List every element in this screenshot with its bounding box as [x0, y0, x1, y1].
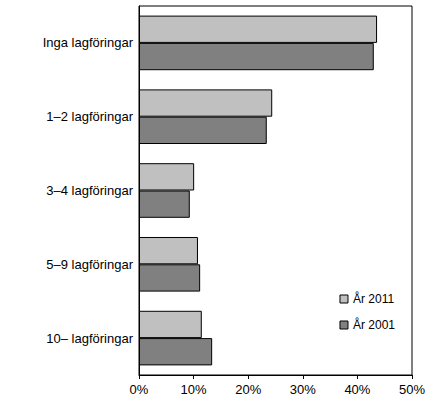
- svg-text:5–9 lagföringar: 5–9 lagföringar: [46, 257, 133, 272]
- svg-text:50%: 50%: [399, 382, 425, 397]
- svg-text:30%: 30%: [290, 382, 316, 397]
- svg-text:3–4 lagföringar: 3–4 lagföringar: [46, 183, 133, 198]
- svg-text:År 2011: År 2011: [353, 291, 394, 306]
- svg-text:1–2 lagföringar: 1–2 lagföringar: [46, 109, 133, 124]
- svg-text:Inga lagföringar: Inga lagföringar: [43, 35, 134, 50]
- svg-text:År 2001: År 2001: [353, 317, 395, 332]
- svg-text:0%: 0%: [130, 382, 149, 397]
- svg-text:10– lagföringar: 10– lagföringar: [46, 331, 133, 346]
- svg-text:20%: 20%: [235, 382, 261, 397]
- svg-text:10%: 10%: [181, 382, 207, 397]
- svg-text:40%: 40%: [344, 382, 370, 397]
